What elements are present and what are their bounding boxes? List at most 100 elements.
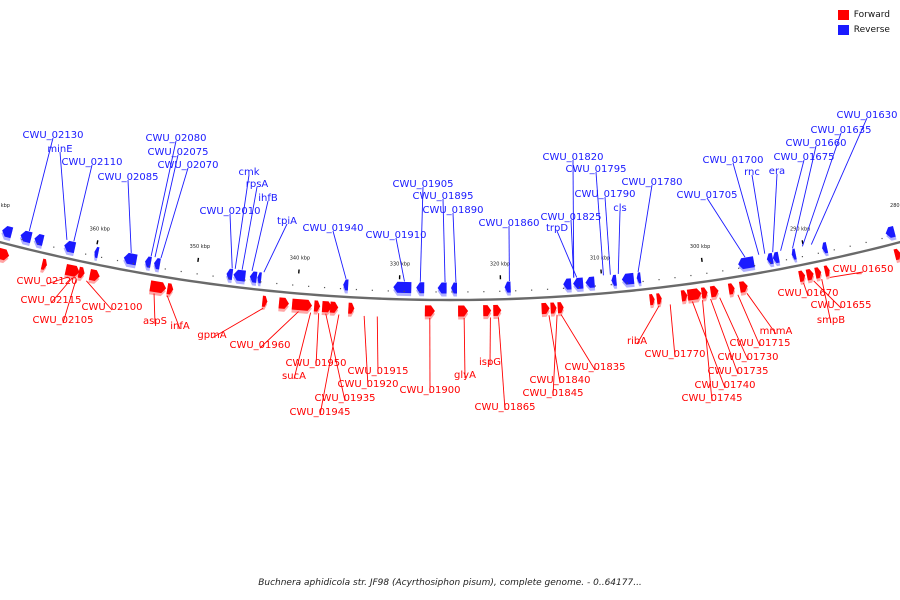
gene-cls-leader-line [617,210,621,274]
gene-cwu-01635-label: CWU_01635 [810,125,871,136]
reverse-gene-17 [451,282,458,297]
gene-body [822,241,829,254]
gene-body [738,256,755,270]
scale-dot [467,291,469,293]
gene-cwu-01705-label: CWU_01705 [676,190,737,201]
gene-cwu-01730-leader-line [719,297,749,361]
gene-cwu-02115-label: CWU_02115 [20,295,81,306]
scale-dot [37,242,39,245]
gene-body [805,268,814,281]
gene-cwu-01945-label: CWU_01945 [289,407,350,418]
gene-cwu-01730-label: CWU_01730 [717,352,778,363]
scale-dot [164,268,166,270]
gene-body [686,288,702,301]
gene-cwu-01940-leader-line [332,230,347,280]
legend-reverse-label: Reverse [853,25,890,35]
genome-caption: Buchnera aphidicola str. JF98 (Acyrthosi… [258,578,642,588]
reverse-gene-3 [33,234,45,249]
gene-trpd-label: trpD [546,223,568,234]
tick-label-290-kbp: 290 kbp [790,227,810,233]
gene-mine-leader-line [59,151,68,240]
scale-dot [610,284,612,286]
gene-cwu-01845-leader-line [552,314,558,397]
forward-gene-7 [166,283,174,298]
scale-dot [483,291,485,293]
genome-backbone-arc [0,240,900,302]
reverse-gene-11 [249,271,258,286]
forward-gene-28 [727,283,736,298]
gene-body [885,225,896,238]
gene-cwu-02070-leader-line [160,167,189,259]
tick-label-300-kbp: 300 kbp [690,244,710,250]
gene-body [145,256,152,268]
reverse-gene-22 [611,274,618,289]
legend-reverse: Reverse [837,24,890,36]
scale-dot [419,291,421,293]
gene-era-leader-line [772,173,778,253]
reverse-strand-track [1,225,897,297]
gene-cwu-01735-leader-line [710,298,739,375]
scale-dot [801,256,804,258]
gene-body [313,300,321,312]
scale-dot [562,287,565,289]
gene-cmk-leader-line [234,174,250,269]
gene-rnc-leader-line [751,174,766,254]
reverse-gene-25 [738,256,756,273]
scale-dot [706,272,708,274]
tick-label-280-kbp: 280 kbp [890,203,900,209]
forward-gene-33 [823,265,831,280]
gene-body [772,251,780,264]
scale-dot [546,288,549,290]
gene-cwu-01895-label: CWU_01895 [412,191,473,202]
gene-body [504,281,511,293]
scale-dot [292,284,294,286]
reverse-gene-2 [19,230,33,246]
gene-asps-label: aspS [143,316,167,327]
gene-cwu-01635-leader-line [801,132,842,247]
gene-body [798,270,806,282]
tick-label-310-kbp: 310 kbp [590,256,610,262]
gene-cwu-01630-label: CWU_01630 [836,110,897,121]
gene-riba-leader-line [636,305,660,345]
gene-cwu-01960-label: CWU_01960 [229,340,290,351]
gene-cwu-01670-label: CWU_01670 [777,288,838,299]
gene-body [0,247,10,261]
forward-gene-10 [291,298,313,314]
gene-body [149,280,167,294]
scale-dot [355,288,358,291]
gene-cwu-01840-label: CWU_01840 [529,375,590,386]
gene-smpb-leader-line [821,279,832,324]
gene-body [249,271,258,283]
gene-cwu-01660-leader-line [792,145,817,249]
gene-body [550,302,557,314]
tick-290-kbp [801,240,804,245]
reverse-gene-13 [343,279,349,294]
reverse-gene-21 [585,276,596,291]
gene-body [611,274,617,286]
gene-body [766,252,774,265]
gene-cwu-02010-label: CWU_02010 [199,206,260,217]
reverse-gene-9 [226,268,234,284]
scale-dot [228,277,230,279]
gene-body [34,234,45,246]
scale-dot [21,238,23,241]
forward-swatch [837,10,849,20]
gene-cwu-02085-leader-line [127,179,132,253]
gene-cwu-01820-leader-line [572,159,575,278]
gene-body [451,282,458,294]
gene-mine-label: minE [47,144,72,155]
legend-forward-label: Forward [853,10,890,20]
scale-dot [754,265,756,267]
scale-dot [132,262,135,265]
gene-rpsa-leader-line [241,186,258,270]
scale-dot [594,285,596,287]
forward-gene-2 [40,258,47,273]
forward-gene-9 [278,297,289,312]
gene-body [437,282,447,294]
gene-gpma-label: gpmA [197,330,226,341]
gene-cwu-01700-leader-line [732,162,760,255]
scale-dot [738,267,740,269]
tick-label-330-kbp: 330 kbp [390,261,410,267]
scale-dot [435,291,437,293]
forward-gene-31 [805,268,815,284]
